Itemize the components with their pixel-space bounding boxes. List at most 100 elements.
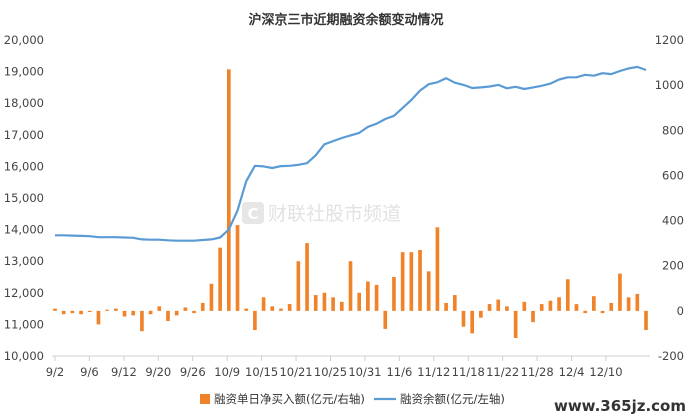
bar-series — [53, 69, 648, 338]
left-axis: 10,000 11,000 12,000 13,000 14,000 15,000 16,0… — [4, 33, 44, 363]
bar — [357, 292, 362, 311]
right-tick-label: -200 — [658, 349, 684, 363]
x-tick-label: 10/15 — [245, 365, 278, 379]
bar — [339, 301, 344, 311]
bar — [479, 310, 483, 318]
bar — [157, 306, 162, 311]
bar — [166, 310, 170, 322]
right-tick-label: 1000 — [655, 78, 684, 92]
line-series — [55, 65, 647, 242]
left-tick-label: 11,000 — [4, 317, 44, 331]
x-axis: 9/2 9/6 9/12 9/20 9/26 10/9 10/15 10/21 10/25 10/… — [46, 356, 623, 379]
x-tick-label: 11/6 — [386, 365, 412, 379]
x-tick-label: 11/28 — [521, 365, 554, 379]
bar — [253, 310, 257, 331]
bar — [565, 279, 570, 311]
bar — [140, 310, 144, 332]
left-tick-label: 20,000 — [4, 33, 44, 47]
legend: 融资单日净买入额(亿元/右轴) 融资余额(亿元/左轴) — [200, 392, 505, 406]
x-tick-label: 11/22 — [486, 365, 519, 379]
bar — [96, 310, 101, 325]
bar — [366, 281, 370, 311]
right-axis: -200 0 200 400 600 800 1000 1200 — [655, 33, 684, 363]
bar — [435, 227, 440, 311]
bar — [409, 252, 414, 311]
watermark-text: 财联社股市频道 — [268, 203, 401, 225]
x-tick-label: 9/26 — [180, 365, 206, 379]
bar — [635, 293, 640, 311]
bar — [218, 247, 222, 311]
bar — [348, 261, 353, 311]
bar — [131, 310, 136, 316]
bar — [461, 310, 466, 327]
x-tick-label: 12/4 — [559, 365, 585, 379]
bar — [279, 308, 283, 311]
right-tick-label: 400 — [662, 214, 684, 228]
bar — [592, 296, 596, 311]
bar — [539, 304, 544, 311]
bar — [174, 310, 179, 316]
bar — [426, 271, 431, 311]
bar — [374, 284, 379, 311]
chart-title: 沪深京三市近期融资余额变动情况 — [248, 12, 443, 28]
bar — [609, 302, 614, 311]
bar — [61, 310, 66, 315]
left-tick-label: 14,000 — [4, 223, 44, 237]
bar — [392, 277, 396, 311]
bar — [70, 310, 75, 314]
bar — [183, 307, 188, 311]
site-watermark: www.365jz.com — [554, 397, 686, 415]
x-tick-label: 12/10 — [589, 365, 622, 379]
bar — [487, 304, 492, 311]
bar — [452, 295, 457, 311]
bar — [331, 297, 335, 311]
bar — [209, 283, 214, 311]
bar — [270, 306, 275, 311]
x-tick-label: 10/9 — [214, 365, 240, 379]
watermark-logo-icon — [242, 202, 264, 224]
bar — [557, 297, 561, 311]
bar — [148, 310, 153, 315]
watermark-logo-letter: C — [247, 205, 258, 223]
bar — [626, 297, 631, 311]
bar — [470, 310, 475, 334]
legend-bar-label: 融资单日净买入额(亿元/右轴) — [214, 392, 365, 406]
x-tick-label: 10/25 — [314, 365, 347, 379]
watermark: C 财联社股市频道 — [242, 202, 401, 225]
right-tick-label: 0 — [677, 304, 684, 318]
left-tick-label: 12,000 — [4, 286, 44, 300]
bar — [296, 261, 301, 311]
right-tick-label: 1200 — [655, 33, 684, 47]
x-tick-label: 10/21 — [279, 365, 312, 379]
left-tick-label: 17,000 — [4, 128, 44, 142]
legend-line-label: 融资余额(亿元/左轴) — [400, 392, 505, 406]
bar — [418, 249, 422, 311]
bar — [548, 300, 553, 311]
bar — [574, 304, 579, 311]
bar — [261, 297, 266, 311]
left-tick-label: 19,000 — [4, 65, 44, 79]
left-tick-label: 15,000 — [4, 191, 44, 205]
bar — [513, 310, 518, 338]
bar — [244, 308, 249, 311]
x-tick-label: 9/2 — [46, 365, 65, 379]
x-tick-label: 9/12 — [111, 365, 137, 379]
bar — [600, 310, 605, 314]
bar — [322, 292, 327, 311]
bar — [444, 302, 448, 311]
bar — [583, 310, 587, 314]
bar — [531, 310, 535, 323]
legend-bar-swatch — [200, 394, 210, 404]
bar — [235, 225, 240, 311]
bar — [505, 306, 509, 311]
bar — [496, 299, 501, 311]
x-tick-label: 11/12 — [417, 365, 450, 379]
left-tick-label: 16,000 — [4, 159, 44, 173]
right-tick-label: 800 — [662, 123, 684, 137]
bar — [87, 310, 92, 312]
bar — [313, 295, 318, 311]
bar — [114, 308, 118, 311]
bar — [192, 310, 196, 314]
right-tick-label: 200 — [662, 259, 684, 273]
